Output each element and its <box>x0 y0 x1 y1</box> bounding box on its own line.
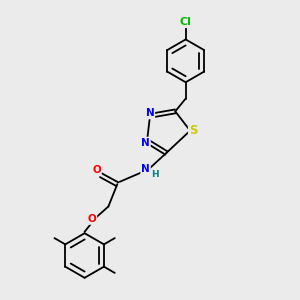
Text: H: H <box>151 170 159 179</box>
Text: N: N <box>146 108 154 118</box>
Text: Cl: Cl <box>180 17 192 27</box>
Text: O: O <box>88 214 96 224</box>
Text: N: N <box>141 164 150 174</box>
Text: O: O <box>92 165 101 175</box>
Text: N: N <box>141 138 150 148</box>
Text: S: S <box>189 124 197 137</box>
